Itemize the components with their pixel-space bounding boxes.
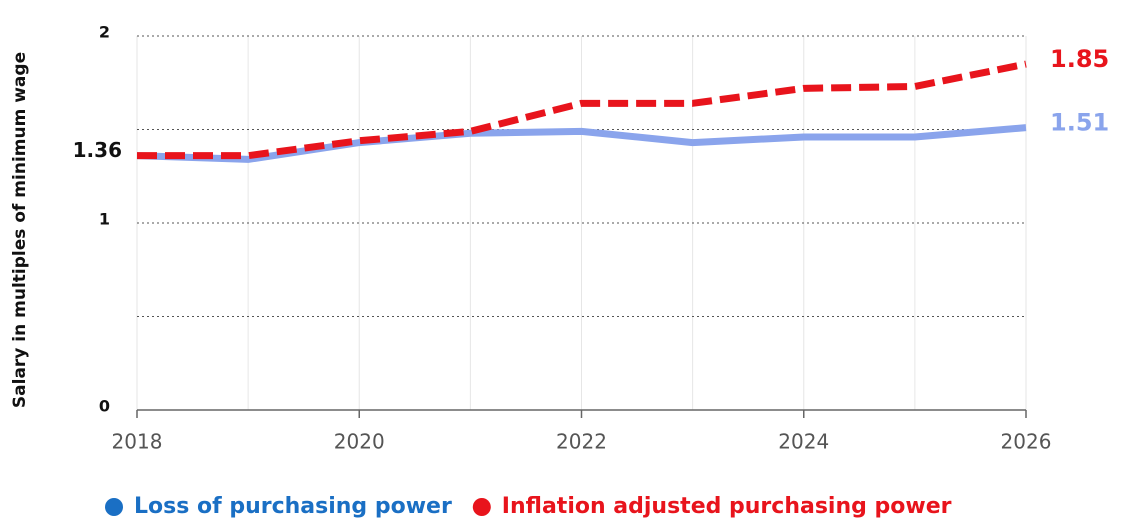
y-tick-label: 1	[99, 210, 110, 229]
y-axis-label: Salary in multiples of minimum wage	[10, 52, 30, 408]
x-tick-label: 2020	[334, 430, 385, 454]
start-value-label: 1.36	[73, 138, 122, 162]
x-tick-label: 2022	[556, 430, 607, 454]
legend-label: Inflation adjusted purchasing power	[502, 494, 952, 519]
end-value-label: 1.51	[1050, 109, 1109, 137]
legend-marker	[105, 498, 123, 516]
x-tick-label: 2026	[1001, 430, 1052, 454]
legend-marker	[472, 498, 491, 516]
x-tick-label: 2024	[778, 430, 829, 454]
end-value-label: 1.85	[1050, 45, 1109, 73]
legend-label: Loss of purchasing power	[134, 494, 452, 519]
y-tick-label: 0	[99, 397, 110, 416]
series-line	[137, 60, 1027, 160]
x-tick-label: 2018	[112, 430, 163, 454]
y-tick-label: 2	[99, 23, 110, 42]
